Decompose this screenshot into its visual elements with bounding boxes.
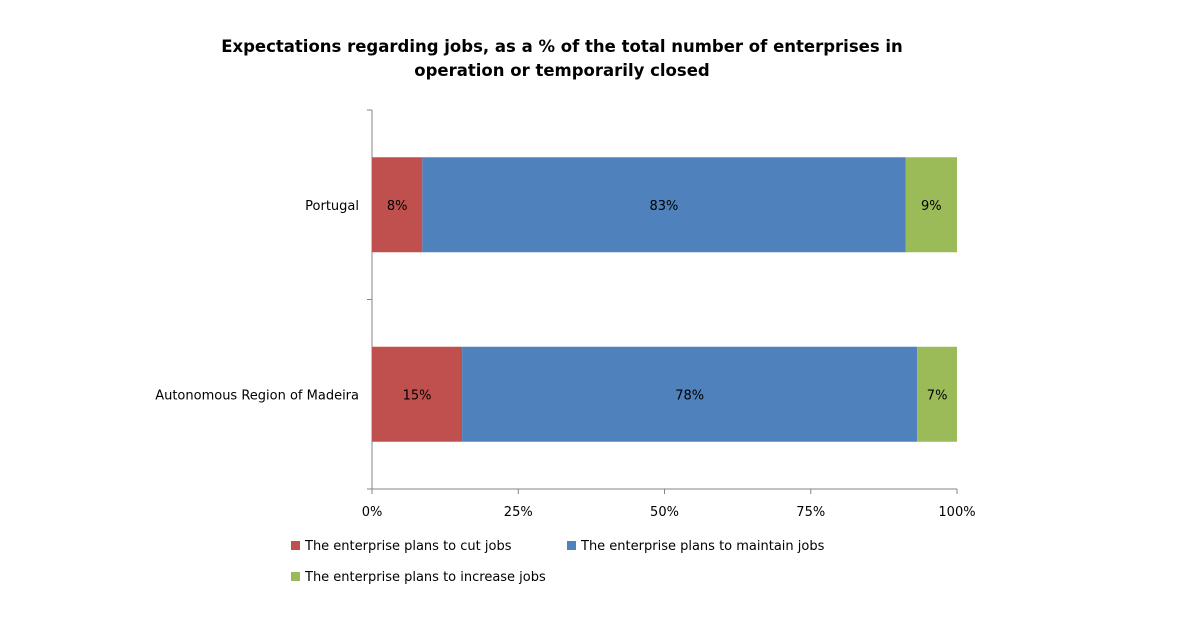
legend-label: The enterprise plans to cut jobs xyxy=(304,539,512,554)
chart-title-line-1: Expectations regarding jobs, as a % of t… xyxy=(221,37,903,56)
legend-swatch xyxy=(567,541,576,550)
data-label: 9% xyxy=(921,199,942,214)
x-tick-label: 75% xyxy=(796,505,825,520)
legend-swatch xyxy=(291,541,300,550)
category-label: Autonomous Region of Madeira xyxy=(155,388,359,403)
bar-segment xyxy=(372,157,423,253)
x-tick-label: 50% xyxy=(650,505,679,520)
x-tick-label: 100% xyxy=(938,505,975,520)
bar-segment xyxy=(372,346,463,442)
data-label: 8% xyxy=(387,199,408,214)
legend: The enterprise plans to cut jobs The ente… xyxy=(291,539,825,585)
category-label: Portugal xyxy=(305,199,359,214)
data-label: 15% xyxy=(403,388,432,403)
data-label: 83% xyxy=(649,199,678,214)
bar-segment xyxy=(462,346,918,442)
legend-label: The enterprise plans to maintain jobs xyxy=(580,539,825,554)
bar-segment xyxy=(422,157,906,253)
x-tick-label: 25% xyxy=(504,505,533,520)
legend-swatch xyxy=(291,572,300,581)
bar-segment xyxy=(917,346,957,442)
legend-label: The enterprise plans to increase jobs xyxy=(304,570,546,585)
x-tick-label: 0% xyxy=(362,505,383,520)
chart-title-line-2: operation or temporarily closed xyxy=(414,61,709,80)
data-label: 7% xyxy=(927,388,948,403)
plot-area: 0% 25% 50% 75% 100% Portugal 8% 83% 9% Autonomous… xyxy=(155,109,976,520)
bar-segment xyxy=(905,157,957,253)
data-label: 78% xyxy=(675,388,704,403)
